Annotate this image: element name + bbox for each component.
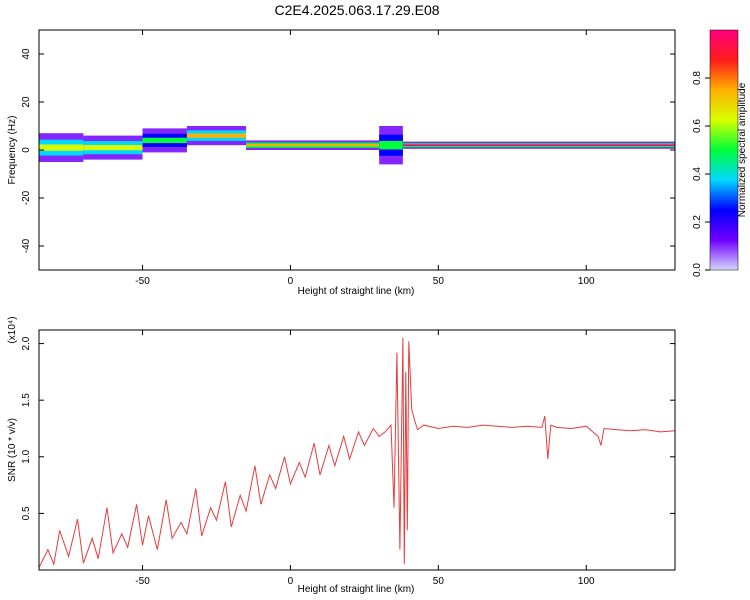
top-x-tick-label: 100 bbox=[578, 276, 595, 287]
colorbar-gradient bbox=[709, 29, 739, 271]
bottom-chart-frame bbox=[38, 329, 676, 571]
colorbar-label: Normalized spectral amplitude bbox=[737, 82, 748, 217]
colorbar-tick-label: 0.0 bbox=[692, 263, 703, 277]
bottom-y-tick-label: 0.5 bbox=[21, 506, 32, 520]
bottom-x-tick-label: 50 bbox=[433, 576, 445, 587]
colorbar-tick-label: 0.8 bbox=[692, 71, 703, 85]
colorbar: 0.0 0.2 0.4 0.6 0.8 Normalized spectral ampl… bbox=[692, 29, 748, 277]
top-chart-y-ticks: 40 20 0 -20 -40 bbox=[21, 48, 675, 253]
snr-series-line bbox=[38, 337, 676, 568]
top-chart-x-ticks: -50 0 50 100 bbox=[135, 30, 595, 287]
top-y-tick-label: 0 bbox=[21, 147, 32, 153]
heatmap-band-core bbox=[142, 137, 187, 144]
colorbar-tick-label: 0.6 bbox=[692, 119, 703, 133]
bottom-x-tick-label: -50 bbox=[135, 576, 150, 587]
heatmap-band-core bbox=[246, 144, 380, 147]
bottom-chart-y-ticks: 0.5 1.0 1.5 2.0 bbox=[21, 336, 675, 520]
colorbar-ticks: 0.0 0.2 0.4 0.6 0.8 bbox=[692, 71, 710, 277]
bottom-chart-y-axis-label: SNR (10 * v/v) bbox=[7, 418, 18, 482]
bottom-chart-multiplier-label: (x10⁴) bbox=[7, 316, 18, 343]
top-chart-heatmap bbox=[39, 126, 675, 165]
top-chart-x-axis-label: Height of straight line (km) bbox=[298, 286, 415, 297]
chart-title: C2E4.2025.063.17.29.E08 bbox=[274, 2, 439, 18]
bottom-x-tick-label: 0 bbox=[288, 576, 294, 587]
top-y-tick-label: -20 bbox=[21, 190, 32, 205]
top-chart: -50 0 50 100 40 20 0 -20 -40 Height of straight… bbox=[7, 29, 676, 297]
bottom-y-tick-label: 2.0 bbox=[21, 336, 32, 350]
bottom-chart-x-axis-label: Height of straight line (km) bbox=[298, 584, 415, 595]
heatmap-band-core bbox=[39, 144, 84, 151]
heatmap-band-core bbox=[379, 140, 403, 150]
bottom-chart: -50 0 50 100 0.5 1.0 1.5 2.0 Height of straigh… bbox=[7, 316, 676, 595]
bottom-y-tick-label: 1.5 bbox=[21, 393, 32, 407]
bottom-chart-x-ticks: -50 0 50 100 bbox=[135, 330, 595, 587]
colorbar-tick-label: 0.4 bbox=[692, 167, 703, 181]
bottom-chart-plot-area bbox=[38, 337, 676, 568]
top-x-tick-label: -50 bbox=[135, 276, 150, 287]
colorbar-tick-label: 0.2 bbox=[692, 215, 703, 229]
bottom-y-tick-label: 1.0 bbox=[21, 449, 32, 463]
top-x-tick-label: 50 bbox=[433, 276, 445, 287]
heatmap-band-core bbox=[402, 144, 675, 146]
top-x-tick-label: 0 bbox=[288, 276, 294, 287]
top-y-tick-label: -40 bbox=[21, 238, 32, 253]
top-chart-y-axis-label: Frequency (Hz) bbox=[7, 116, 18, 185]
top-y-tick-label: 20 bbox=[21, 96, 32, 108]
bottom-x-tick-label: 100 bbox=[578, 576, 595, 587]
heatmap-band-core bbox=[186, 133, 247, 138]
heatmap-band-core bbox=[83, 144, 143, 151]
top-y-tick-label: 40 bbox=[21, 48, 32, 60]
